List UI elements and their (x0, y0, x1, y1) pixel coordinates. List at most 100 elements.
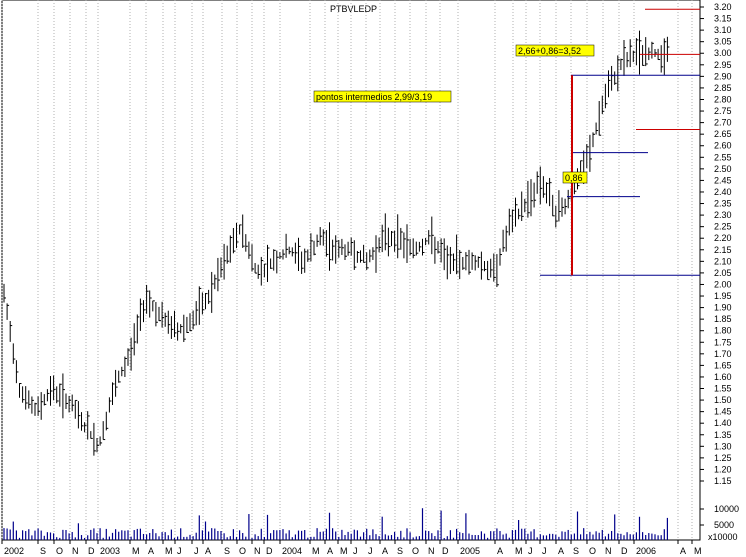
price-bar (31, 396, 34, 414)
price-bar (493, 253, 496, 282)
price-bar (56, 386, 59, 404)
price-bar (465, 252, 468, 271)
price-bar (43, 394, 47, 406)
x-tick-label: 2002 (4, 546, 24, 556)
price-bar (456, 234, 459, 275)
price-bar (595, 122, 599, 135)
price-bar (422, 238, 425, 256)
price-bar (437, 241, 440, 254)
price-bar (533, 182, 537, 208)
price-bar (245, 234, 248, 252)
price-bar (198, 286, 202, 325)
price-bar (77, 401, 81, 429)
price-bar (391, 230, 394, 247)
price-bar (484, 261, 487, 272)
price-bar (90, 431, 93, 439)
price-bar (394, 230, 397, 252)
price-bar (620, 58, 623, 71)
x-tick-label: J (528, 546, 533, 556)
x-tick-label: N (428, 546, 435, 556)
price-bar (223, 243, 227, 280)
price-bar (139, 298, 143, 331)
price-bar (220, 257, 223, 278)
price-bar (623, 40, 626, 76)
price-tick-label: 1.50 (714, 395, 732, 405)
price-tick-label: 1.55 (714, 384, 732, 394)
price-bar (186, 316, 189, 334)
price-bar (251, 244, 254, 272)
price-bar (37, 396, 41, 416)
price-bar (19, 383, 22, 398)
price-bar (279, 252, 282, 260)
price-bar (133, 323, 137, 356)
price-bar (164, 312, 168, 327)
price-bar (93, 422, 96, 456)
price-bar (270, 258, 273, 269)
price-tick-label: 3.10 (714, 25, 732, 35)
price-bar (180, 324, 183, 334)
price-tick-label: 2.80 (714, 94, 732, 104)
price-bar (654, 49, 657, 57)
price-bar (335, 235, 338, 264)
price-bar (236, 222, 239, 249)
x-tick-label: D (621, 546, 628, 556)
price-bar (3, 283, 6, 303)
chart-annotations: 2,66+0,86=3,52 pontos intermedios 2,99/3,… (313, 8, 700, 276)
x-tick-label: J (368, 546, 373, 556)
price-bar (524, 198, 527, 213)
price-bar (660, 45, 664, 73)
time-axis: 2002 S O N D 2003 M A M J J A S O N D 2004 M A M J J A S O N D 2005… (1, 540, 702, 556)
price-bar (635, 38, 639, 66)
price-bar (549, 177, 552, 207)
price-tick-label: 2.00 (714, 279, 732, 289)
price-bar (214, 274, 217, 290)
price-bar (143, 300, 146, 323)
price-bar (25, 386, 28, 410)
price-bar (189, 313, 192, 332)
x-tick-label: 2006 (636, 546, 656, 556)
price-tick-label: 1.70 (714, 349, 732, 359)
price-bar (115, 369, 118, 397)
price-bar (59, 383, 62, 407)
price-tick-label: 1.60 (714, 372, 732, 382)
x-tick-label: N (254, 546, 261, 556)
price-bar (453, 253, 456, 271)
price-bar (369, 249, 372, 263)
price-bar (87, 411, 90, 440)
price-bar (344, 244, 347, 260)
price-bar (542, 176, 546, 198)
price-bar (211, 271, 214, 313)
price-bar (666, 36, 670, 62)
price-bar (177, 322, 180, 341)
price-tick-label: 1.45 (714, 407, 732, 417)
intermediate-points-label: pontos intermedios 2,99/3,19 (313, 90, 452, 103)
price-bar (360, 250, 363, 263)
price-bar (260, 256, 264, 286)
price-tick-label: 1.25 (714, 453, 732, 463)
x-tick-label: S (573, 546, 579, 556)
price-tick-label: 2.40 (714, 187, 732, 197)
price-bar (146, 284, 149, 314)
price-tick-label: 2.20 (714, 233, 732, 243)
price-bar (304, 248, 307, 273)
x-tick-label: J (353, 546, 358, 556)
price-bar (313, 240, 316, 256)
price-bar (412, 238, 416, 259)
price-tick-label: 3.15 (714, 14, 732, 24)
price-bar (301, 251, 304, 274)
price-bar (208, 289, 211, 305)
price-tick-label: 2.75 (714, 106, 732, 116)
price-tick-label: 2.90 (714, 71, 732, 81)
price-bar (663, 38, 667, 75)
price-bar (263, 263, 267, 278)
x-tick-label: J (542, 546, 547, 556)
price-bar (28, 390, 31, 409)
x-tick-label: A (497, 546, 503, 556)
price-bar (68, 395, 72, 413)
price-bar (639, 30, 642, 75)
price-bar (356, 250, 360, 263)
price-bar (425, 237, 428, 246)
x-tick-label: 2005 (460, 546, 480, 556)
price-bar (642, 45, 645, 66)
